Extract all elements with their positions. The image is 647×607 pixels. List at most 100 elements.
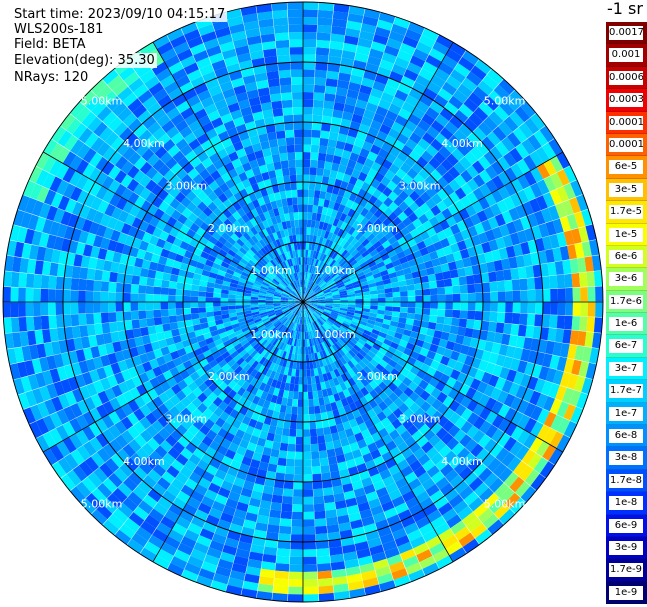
ppi-cell xyxy=(324,502,336,511)
ppi-cell xyxy=(183,289,192,297)
ppi-cell xyxy=(377,573,394,585)
ppi-cell xyxy=(420,401,432,413)
ppi-cell xyxy=(421,282,430,290)
ppi-cell xyxy=(441,81,457,96)
ppi-cell xyxy=(130,310,139,320)
colorbar-tick-label: 3e-7 xyxy=(609,361,643,376)
ppi-cell xyxy=(363,191,373,202)
ppi-cell xyxy=(3,302,11,318)
ppi-cell xyxy=(384,231,394,241)
ppi-cell xyxy=(442,184,455,196)
ppi-cell xyxy=(361,250,370,258)
ppi-cell xyxy=(323,288,331,293)
ppi-cell xyxy=(504,492,521,509)
ppi-cell xyxy=(434,68,450,82)
range-label: 3.00km xyxy=(166,179,208,192)
ppi-cell xyxy=(471,329,481,340)
ppi-cell xyxy=(414,307,423,315)
ppi-cell xyxy=(356,213,365,223)
ppi-cell xyxy=(324,348,331,357)
ppi-cell xyxy=(586,271,596,287)
ppi-cell xyxy=(407,302,416,308)
ppi-cell xyxy=(417,138,431,151)
ppi-cell xyxy=(461,77,478,92)
ppi-cell xyxy=(372,80,386,92)
ppi-cell xyxy=(448,424,461,438)
ppi-cell xyxy=(357,323,366,330)
ppi-cell xyxy=(328,200,336,210)
ppi-cell xyxy=(336,341,344,349)
ppi-cell xyxy=(339,290,347,295)
ppi-cell xyxy=(497,156,511,171)
ppi-cell xyxy=(580,287,588,302)
ppi-cell xyxy=(428,216,440,227)
ppi-cell xyxy=(315,175,323,184)
ppi-cell xyxy=(442,534,459,549)
ppi-cell xyxy=(100,291,109,302)
ppi-cell xyxy=(310,298,318,301)
ppi-cell xyxy=(474,311,483,321)
ppi-cell xyxy=(392,185,404,196)
ppi-cell xyxy=(572,302,581,317)
ppi-cell xyxy=(353,251,362,260)
ppi-cell xyxy=(430,387,442,399)
ppi-cell xyxy=(303,302,305,310)
ppi-cell xyxy=(281,167,290,177)
ppi-cell xyxy=(498,79,515,95)
ppi-cell xyxy=(347,226,356,236)
ppi-cell xyxy=(278,533,291,542)
ppi-cell xyxy=(400,302,408,308)
ppi-cell xyxy=(533,457,549,474)
ppi-cell xyxy=(306,264,309,273)
ppi-cell xyxy=(363,365,372,375)
ppi-cell xyxy=(430,515,446,530)
ppi-cell xyxy=(441,208,453,220)
ppi-cell xyxy=(386,77,401,90)
ppi-cell xyxy=(379,469,392,480)
ppi-cell xyxy=(497,291,506,302)
ppi-cell xyxy=(353,286,362,291)
ppi-cell xyxy=(412,375,423,386)
ppi-cell xyxy=(332,18,348,28)
ppi-cell xyxy=(317,305,325,309)
ppi-cell xyxy=(360,386,370,397)
ppi-cell xyxy=(444,101,459,116)
ppi-cell xyxy=(303,339,306,347)
ppi-cell xyxy=(549,155,564,173)
ppi-cell xyxy=(325,304,333,307)
ppi-cell xyxy=(33,316,42,331)
ppi-cell xyxy=(529,198,541,213)
ppi-cell xyxy=(416,435,429,448)
ppi-cell xyxy=(291,77,303,85)
ppi-cell xyxy=(303,302,311,305)
ppi-cell xyxy=(467,302,476,311)
ppi-cell xyxy=(444,121,459,135)
ppi-cell xyxy=(303,586,319,595)
ppi-cell xyxy=(308,273,313,281)
ppi-cell xyxy=(355,204,365,214)
ppi-cell xyxy=(378,427,389,439)
ppi-cell xyxy=(295,167,303,175)
ppi-cell xyxy=(368,370,378,380)
ppi-cell xyxy=(397,179,409,191)
ppi-cell xyxy=(369,544,385,556)
ppi-cell xyxy=(311,313,318,321)
ppi-cell xyxy=(402,329,412,337)
ppi-cell xyxy=(303,459,312,467)
ppi-cell xyxy=(368,195,378,205)
ppi-cell xyxy=(318,236,324,245)
ppi-cell xyxy=(435,323,444,332)
ppi-cell xyxy=(132,266,142,277)
ppi-cell xyxy=(272,9,288,19)
ppi-cell xyxy=(433,151,446,164)
ppi-cell xyxy=(475,292,483,302)
ppi-cell xyxy=(175,308,184,316)
ppi-cell xyxy=(220,306,229,311)
ppi-cell xyxy=(385,457,397,469)
ppi-cell xyxy=(382,117,395,129)
ppi-cell xyxy=(308,290,314,297)
ppi-cell xyxy=(359,320,368,327)
ppi-cell xyxy=(354,310,363,315)
ppi-cell xyxy=(376,313,385,319)
ppi-cell xyxy=(312,322,317,330)
